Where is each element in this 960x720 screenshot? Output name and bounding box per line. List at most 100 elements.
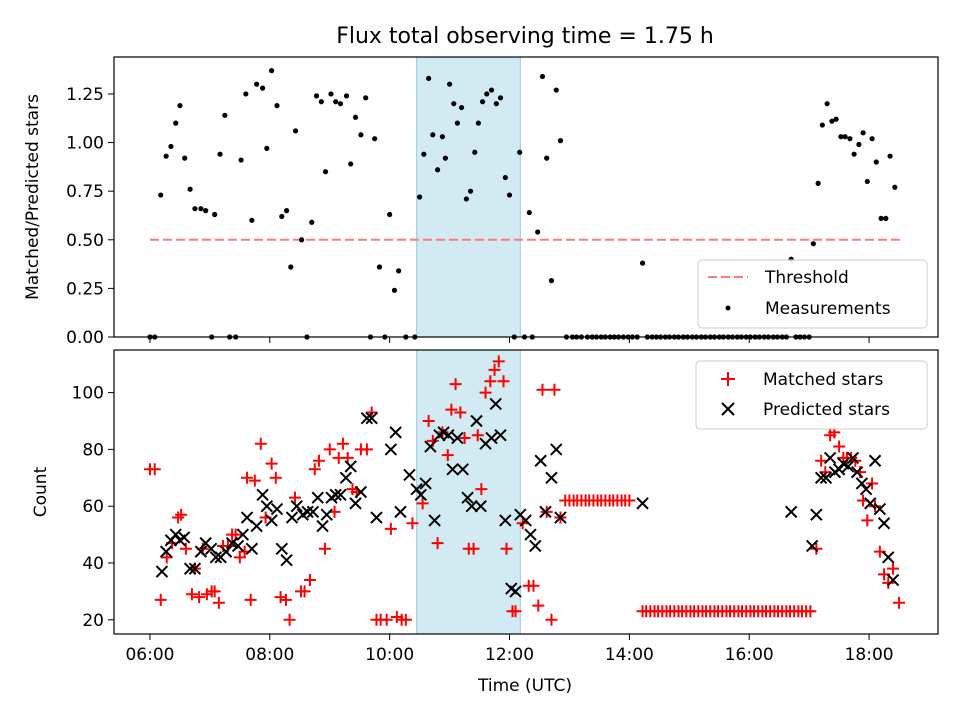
matched-star-marker xyxy=(298,585,311,598)
matched-star-marker xyxy=(399,613,412,626)
matched-star-marker xyxy=(283,613,296,626)
predicted-star-marker xyxy=(329,488,342,502)
bottom-y-tick-label: 20 xyxy=(82,611,104,631)
predicted-star-marker xyxy=(320,508,333,521)
matched-star-marker xyxy=(265,457,278,470)
predicted-star-marker xyxy=(169,528,182,541)
bottom-x-tick-label: 08:00 xyxy=(245,645,294,665)
predicted-star-marker xyxy=(873,502,887,516)
measurement-point xyxy=(198,206,204,212)
predicted-star-marker xyxy=(219,545,233,558)
top-y-tick-label: 0.75 xyxy=(66,182,104,202)
predicted-star-marker xyxy=(280,553,293,567)
matched-star-marker xyxy=(861,514,874,527)
bottom-y-tick-label: 40 xyxy=(82,554,104,574)
measurement-point xyxy=(517,149,523,155)
predicted-star-marker xyxy=(384,443,398,456)
predicted-star-marker xyxy=(550,443,563,456)
matched-star-marker xyxy=(208,585,221,598)
matched-star-marker xyxy=(175,508,188,521)
measurement-point xyxy=(343,93,350,99)
predicted-star-marker xyxy=(285,511,299,524)
matched-star-marker xyxy=(212,596,225,609)
figure-title: Flux total observing time = 1.75 h xyxy=(336,24,714,49)
bottom-y-tick-label: 60 xyxy=(82,497,104,517)
measurement-point xyxy=(283,208,290,214)
matched-star-marker xyxy=(458,432,471,445)
measurement-point xyxy=(173,120,179,126)
measurement-point xyxy=(352,114,359,120)
predicted-star-marker xyxy=(256,488,269,502)
top-y-tick-label: 0.25 xyxy=(66,279,104,299)
predicted-star-marker xyxy=(529,539,542,553)
predicted-star-marker xyxy=(428,514,441,527)
predicted-star-marker xyxy=(419,477,432,490)
bottom-legend-box xyxy=(695,360,928,430)
measurement-point xyxy=(187,186,193,192)
matched-star-marker xyxy=(179,542,192,555)
matched-star-marker xyxy=(269,471,282,484)
matched-star-marker xyxy=(274,591,287,604)
predicted-star-marker xyxy=(403,468,416,482)
predicted-star-marker xyxy=(159,545,173,558)
predicted-star-marker xyxy=(489,397,502,411)
predicted-star-marker xyxy=(841,460,855,473)
measurement-point xyxy=(856,141,862,148)
measurement-point xyxy=(873,159,879,165)
legend-threshold-label: Threshold xyxy=(764,268,849,288)
predicted-star-marker xyxy=(155,565,169,578)
measurement-point xyxy=(484,91,490,97)
predicted-star-marker xyxy=(539,505,552,519)
predicted-star-marker xyxy=(301,505,314,519)
measurement-point xyxy=(192,206,198,212)
top-y-tick-label: 1.00 xyxy=(66,134,104,154)
predicted-star-marker xyxy=(360,411,374,425)
predicted-star-marker xyxy=(194,545,208,558)
measurement-point xyxy=(847,136,853,142)
top-y-tick-label: 0.00 xyxy=(66,328,104,348)
predicted-star-marker xyxy=(451,431,464,445)
matched-star-marker xyxy=(341,451,354,464)
predicted-star-marker xyxy=(290,499,303,513)
measurement-point xyxy=(842,134,848,140)
predicted-star-marker xyxy=(344,460,357,473)
measurement-point xyxy=(430,132,436,138)
predicted-stars-points xyxy=(155,397,900,598)
matched-star-marker xyxy=(479,386,492,399)
predicted-star-marker xyxy=(394,505,407,519)
measurement-point xyxy=(526,209,532,216)
predicted-star-marker xyxy=(456,463,469,476)
measurement-point xyxy=(363,95,369,101)
predicted-star-marker xyxy=(805,539,819,553)
measurement-point xyxy=(168,143,174,150)
measurement-point xyxy=(348,161,354,167)
measurement-point xyxy=(497,95,504,101)
matched-star-marker xyxy=(185,588,198,601)
measurement-point xyxy=(158,192,164,198)
measurement-point xyxy=(292,128,299,134)
predicted-star-marker xyxy=(554,511,567,524)
measurement-point xyxy=(298,237,305,243)
top-y-axis-label: Matched/Predicted stars xyxy=(23,94,43,300)
measurement-point xyxy=(557,138,564,144)
measurement-point xyxy=(391,287,398,293)
predicted-star-marker xyxy=(265,514,278,527)
matched-star-marker xyxy=(545,613,558,626)
measurement-point xyxy=(222,112,228,118)
predicted-star-marker xyxy=(877,517,891,530)
legend-predicted-swatch xyxy=(721,402,735,416)
bottom-y-axis-label: Count xyxy=(31,466,51,517)
measurement-point xyxy=(322,169,329,175)
predicted-star-marker xyxy=(882,551,895,564)
matched-star-marker xyxy=(804,605,817,618)
matched-star-marker xyxy=(445,403,458,416)
predicted-star-marker xyxy=(339,471,353,485)
predicted-star-marker xyxy=(519,514,532,527)
measurement-point xyxy=(544,155,550,161)
measurement-point xyxy=(254,81,260,87)
measurement-point xyxy=(421,151,427,157)
matched-star-marker xyxy=(303,574,316,587)
matched-star-marker xyxy=(532,599,545,612)
measurement-point xyxy=(819,122,825,128)
measurement-point xyxy=(249,217,255,223)
